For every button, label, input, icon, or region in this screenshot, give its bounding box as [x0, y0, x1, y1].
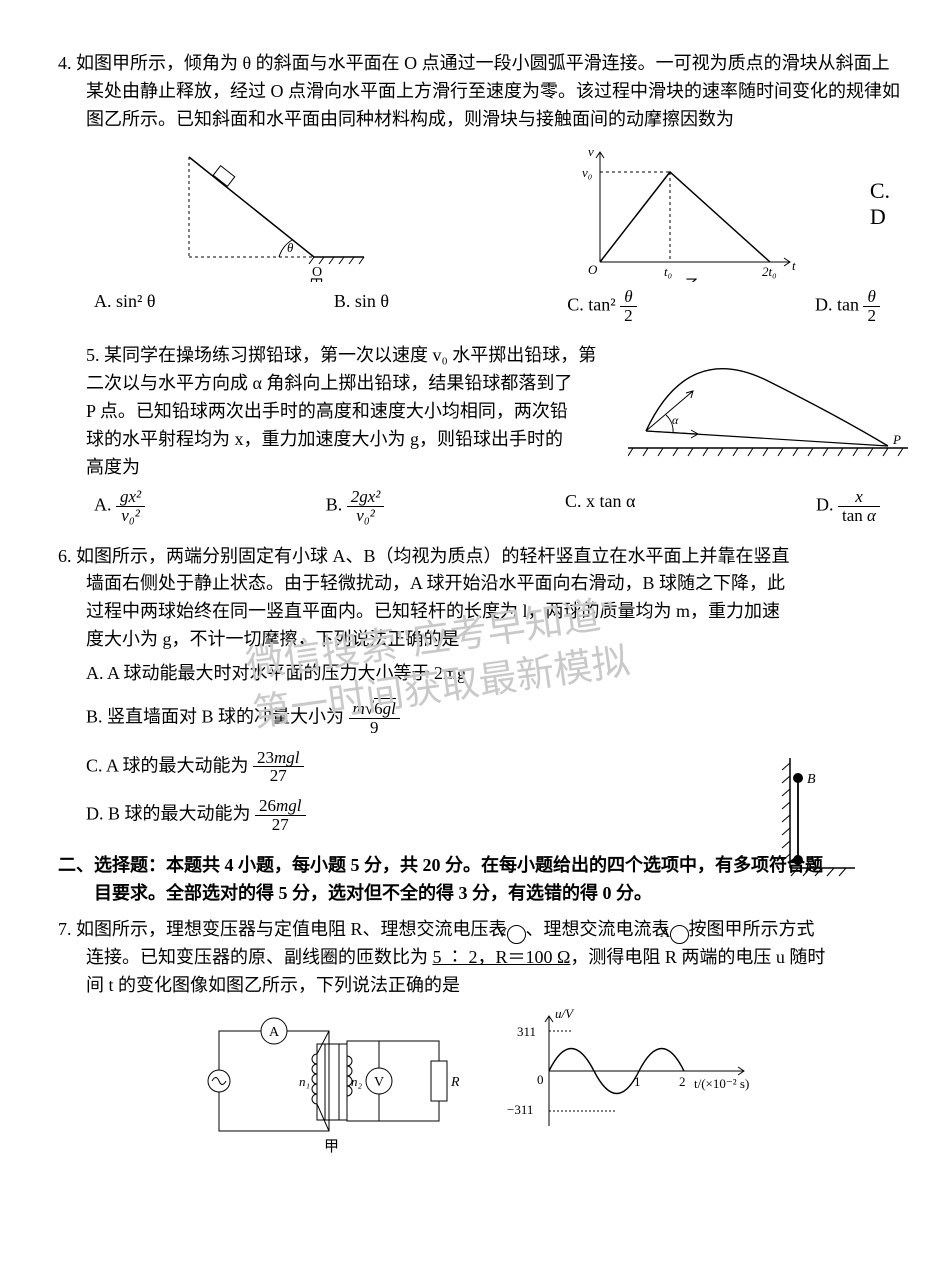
q4-text: 4. 如图甲所示，倾角为 θ 的斜面与水平面在 O 点通过一段小圆弧平滑连接。一… — [58, 50, 900, 134]
q6-optA: A. A 球动能最大时对水平面的压力大小等于 2mg — [86, 660, 900, 688]
svg-text:O: O — [588, 262, 598, 277]
q5-options: A. gx²v₀² B. 2gx²v₀² C. x tan α D. xtan … — [58, 488, 900, 525]
section-2-line2: 目要求。全部选对的得 5 分，选对但不全的得 3 分，有选错的得 0 分。 — [94, 883, 652, 903]
ammeter-icon: A — [670, 925, 689, 944]
question-7: 7. 如图所示，理想变压器与定值电阻 R、理想交流电压表V、理想交流电流表A按图… — [58, 916, 900, 1156]
q4-options: A. sin² θ B. sin θ C. tan² θ2 D. tan θ2 — [58, 288, 900, 325]
q7-circuit: A n₁ n₂ — [199, 1006, 459, 1156]
svg-text:n₁: n₁ — [299, 1074, 310, 1089]
q7-graph: u/V 311 0 −311 1 2 t/(×10⁻² s) — [499, 1006, 759, 1136]
margin-note-d: D — [870, 204, 886, 229]
question-4: 4. 如图甲所示，倾角为 θ 的斜面与水平面在 O 点通过一段小圆弧平滑连接。一… — [58, 50, 900, 324]
svg-text:A: A — [269, 1025, 280, 1040]
svg-text:甲: 甲 — [324, 1139, 339, 1155]
q5-line3: P 点。已知铅球两次出手时的高度和速度大小均相同，两次铅 — [86, 398, 630, 426]
q4-optA: A. sin² θ — [94, 288, 156, 325]
margin-note-c: C. — [870, 178, 890, 203]
handwritten-margin-note: C. D — [870, 178, 890, 231]
svg-text:0: 0 — [537, 1072, 544, 1087]
q4-optD: D. tan θ2 — [815, 288, 880, 325]
svg-text:乙: 乙 — [685, 278, 700, 282]
q5-line2: 二次以与水平方向成 α 角斜向上掷出铅球，结果铅球都落到了 — [86, 370, 630, 398]
svg-text:B: B — [807, 772, 816, 787]
q5-line5: 高度为 — [86, 454, 630, 482]
q6-optB: B. 竖直墙面对 B 球的冲量大小为 m√6gl9 — [86, 700, 900, 737]
q7-line2: 连接。已知变压器的原、副线圈的匝数比为 5 ∶ 2，R＝100 Ω，测得电阻 R… — [58, 944, 900, 972]
question-5: 5. 某同学在操场练习掷铅球，第一次以速度 v₀ 水平掷出铅球，第 二次以与水平… — [58, 342, 900, 524]
q4-figures: θ O 甲 t v v₀ O t₀ 2t₀ 乙 — [58, 142, 900, 282]
svg-text:v₀: v₀ — [582, 165, 592, 180]
q5-line4: 球的水平射程均为 x，重力加速度大小为 g，则铅球出手时的 — [86, 426, 630, 454]
svg-text:V: V — [374, 1075, 384, 1090]
svg-text:−311: −311 — [507, 1102, 533, 1117]
q5-optB: B. 2gx²v₀² — [326, 488, 385, 525]
section-2-line1: 二、选择题：本题共 4 小题，每小题 5 分，共 20 分。在每小题给出的四个选… — [58, 855, 823, 875]
svg-text:α: α — [672, 413, 679, 427]
svg-text:311: 311 — [517, 1024, 536, 1039]
svg-text:t: t — [792, 258, 796, 273]
voltmeter-icon: V — [507, 925, 526, 944]
svg-text:n₂: n₂ — [351, 1074, 363, 1089]
svg-text:1: 1 — [634, 1074, 641, 1089]
svg-text:θ: θ — [287, 240, 294, 255]
svg-text:t₀: t₀ — [664, 264, 672, 279]
svg-text:甲: 甲 — [309, 278, 324, 282]
q7-figures: A n₁ n₂ — [58, 1006, 900, 1156]
q4-optB: B. sin θ — [334, 288, 389, 325]
q5-line1: 5. 某同学在操场练习掷铅球，第一次以速度 v₀ 水平掷出铅球，第 — [86, 342, 630, 370]
q6-figure: B A — [760, 758, 860, 888]
svg-text:P: P — [892, 432, 901, 447]
svg-text:t/(×10⁻² s): t/(×10⁻² s) — [694, 1076, 749, 1091]
svg-text:2t₀: 2t₀ — [762, 264, 777, 279]
svg-text:u/V: u/V — [555, 1006, 575, 1021]
q5-optC: C. x tan α — [565, 488, 635, 525]
q5-optD: D. xtan α — [816, 488, 880, 525]
svg-text:A: A — [806, 854, 816, 869]
q7-line1: 7. 如图所示，理想变压器与定值电阻 R、理想交流电压表V、理想交流电流表A按图… — [58, 916, 900, 944]
svg-text:2: 2 — [679, 1074, 686, 1089]
svg-text:R: R — [450, 1075, 459, 1090]
q7-line3: 间 t 的变化图像如图乙所示，下列说法正确的是 — [58, 972, 900, 1000]
q4-optC: C. tan² θ2 — [567, 288, 636, 325]
q6-text: 6. 如图所示，两端分别固定有小球 A、B（均视为质点）的轻杆竖直立在水平面上并… — [58, 543, 900, 655]
q4-figure-left: θ O 甲 — [159, 142, 369, 282]
q4-figure-right: t v v₀ O t₀ 2t₀ 乙 — [570, 142, 800, 282]
svg-text:v: v — [588, 144, 594, 159]
q5-optA: A. gx²v₀² — [94, 488, 145, 525]
q5-figure: α P — [628, 336, 908, 471]
